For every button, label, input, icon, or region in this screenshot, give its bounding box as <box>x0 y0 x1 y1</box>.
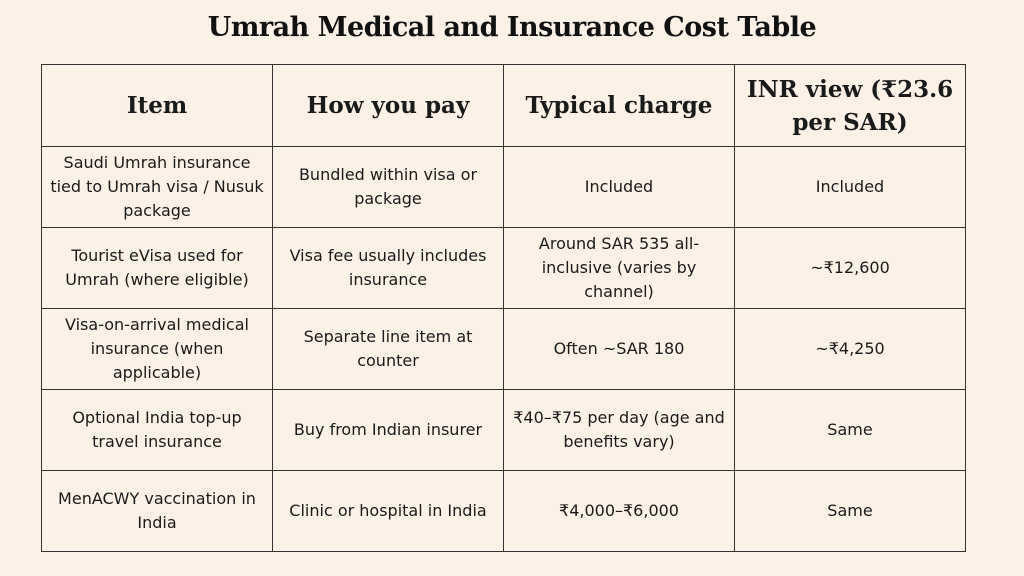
table-row: Visa-on-arrival medical insurance (when … <box>41 308 966 390</box>
table-cell: Clinic or hospital in India <box>272 470 504 552</box>
table-cell: Bundled within visa or package <box>272 146 504 228</box>
table-cell: Visa fee usually includes insurance <box>272 227 504 309</box>
column-header: Typical charge <box>503 64 735 147</box>
table-row: MenACWY vaccination in India Clinic or ho… <box>41 470 966 552</box>
title: Umrah Medical and Insurance Cost Table <box>207 12 817 43</box>
table-cell: ₹40–₹75 per day (age and benefits vary) <box>503 389 735 471</box>
table-cell: Same <box>734 470 966 552</box>
table-cell: Separate line item at counter <box>272 308 504 390</box>
table-cell: ₹4,000–₹6,000 <box>503 470 735 552</box>
table-cell: Often ~SAR 180 <box>503 308 735 390</box>
column-header: Item <box>41 64 273 147</box>
table-cell: Included <box>503 146 735 228</box>
table-body: Saudi Umrah insurance tied to Umrah visa… <box>41 146 966 552</box>
table-cell: Same <box>734 389 966 471</box>
column-header: How you pay <box>272 64 504 147</box>
table-cell: Included <box>734 146 966 228</box>
table-cell: Around SAR 535 all-inclusive (varies by … <box>503 227 735 309</box>
table-cell: ~₹12,600 <box>734 227 966 309</box>
table-cell: MenACWY vaccination in India <box>41 470 273 552</box>
table-cell: Saudi Umrah insurance tied to Umrah visa… <box>41 146 273 228</box>
table-cell: ~₹4,250 <box>734 308 966 390</box>
table-row: Optional India top-up travel insurance Bu… <box>41 389 966 471</box>
table-row: Saudi Umrah insurance tied to Umrah visa… <box>41 146 966 228</box>
header-row: Item How you pay Typical charge INR view (₹… <box>41 64 966 147</box>
table-cell: Optional India top-up travel insurance <box>41 389 273 471</box>
table-cell: Buy from Indian insurer <box>272 389 504 471</box>
table-row: Tourist eVisa used for Umrah (where elig… <box>41 227 966 309</box>
cost-table: Item How you pay Typical charge INR view (₹… <box>41 64 966 552</box>
table-cell: Visa-on-arrival medical insurance (when … <box>41 308 273 390</box>
column-header: INR view (₹23.6 per SAR) <box>734 64 966 147</box>
table-cell: Tourist eVisa used for Umrah (where elig… <box>41 227 273 309</box>
